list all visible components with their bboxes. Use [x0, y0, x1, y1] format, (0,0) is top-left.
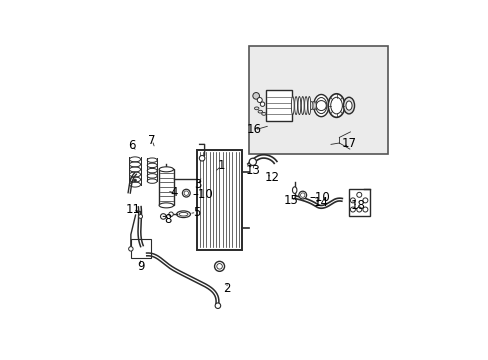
Text: 12: 12 [264, 171, 279, 184]
Circle shape [362, 207, 367, 212]
Ellipse shape [311, 102, 314, 110]
Circle shape [138, 215, 142, 219]
Text: 15: 15 [283, 194, 298, 207]
Ellipse shape [315, 98, 326, 114]
Circle shape [249, 158, 256, 166]
Bar [249, 46, 387, 154]
Text: 2: 2 [223, 282, 230, 295]
Circle shape [300, 193, 305, 197]
Ellipse shape [254, 107, 259, 110]
Text: 4: 4 [170, 186, 178, 199]
Circle shape [214, 261, 224, 271]
Circle shape [356, 207, 361, 212]
Circle shape [168, 212, 173, 216]
Ellipse shape [176, 211, 190, 217]
Circle shape [215, 303, 220, 309]
Text: 17: 17 [341, 137, 356, 150]
Ellipse shape [346, 101, 351, 110]
Text: 9: 9 [137, 260, 144, 273]
Circle shape [216, 264, 222, 269]
Circle shape [350, 198, 355, 203]
Circle shape [199, 156, 204, 161]
Bar [159, 169, 173, 205]
Text: 1: 1 [217, 159, 225, 172]
Text: 7: 7 [148, 134, 156, 147]
Circle shape [257, 98, 262, 103]
Ellipse shape [313, 102, 315, 110]
Ellipse shape [301, 96, 304, 114]
Text: 8: 8 [163, 213, 171, 226]
Bar [131, 239, 150, 258]
Ellipse shape [179, 212, 187, 216]
Ellipse shape [159, 167, 173, 172]
Circle shape [182, 189, 190, 197]
Ellipse shape [291, 96, 293, 114]
Circle shape [133, 179, 136, 182]
Ellipse shape [261, 112, 265, 115]
Bar [196, 150, 242, 250]
Bar [129, 157, 141, 185]
Text: 13: 13 [245, 164, 260, 177]
Ellipse shape [258, 110, 262, 113]
Ellipse shape [297, 96, 300, 114]
Text: 11: 11 [125, 203, 140, 216]
Circle shape [160, 214, 166, 219]
Circle shape [183, 191, 188, 195]
Ellipse shape [294, 96, 297, 114]
Circle shape [298, 191, 306, 199]
Circle shape [316, 100, 325, 111]
Ellipse shape [327, 94, 344, 117]
Text: –10: –10 [308, 190, 329, 203]
Text: 14: 14 [313, 196, 328, 209]
Ellipse shape [313, 94, 328, 117]
Circle shape [252, 93, 259, 99]
Text: –10: –10 [192, 188, 213, 201]
Text: 3: 3 [194, 178, 201, 191]
Ellipse shape [307, 96, 310, 114]
Circle shape [260, 102, 264, 107]
Text: 5: 5 [192, 206, 200, 219]
Text: 6: 6 [128, 139, 136, 152]
Ellipse shape [330, 97, 342, 114]
Ellipse shape [343, 97, 354, 114]
Bar [265, 90, 292, 121]
Bar [348, 189, 369, 216]
Text: 16: 16 [246, 123, 261, 136]
Circle shape [356, 192, 361, 197]
Ellipse shape [304, 96, 307, 114]
Circle shape [362, 198, 367, 203]
Circle shape [128, 247, 133, 251]
Ellipse shape [292, 187, 296, 193]
Circle shape [350, 207, 355, 212]
Ellipse shape [159, 203, 173, 208]
Ellipse shape [310, 102, 312, 110]
Text: 18: 18 [350, 199, 365, 212]
Bar [146, 158, 157, 181]
